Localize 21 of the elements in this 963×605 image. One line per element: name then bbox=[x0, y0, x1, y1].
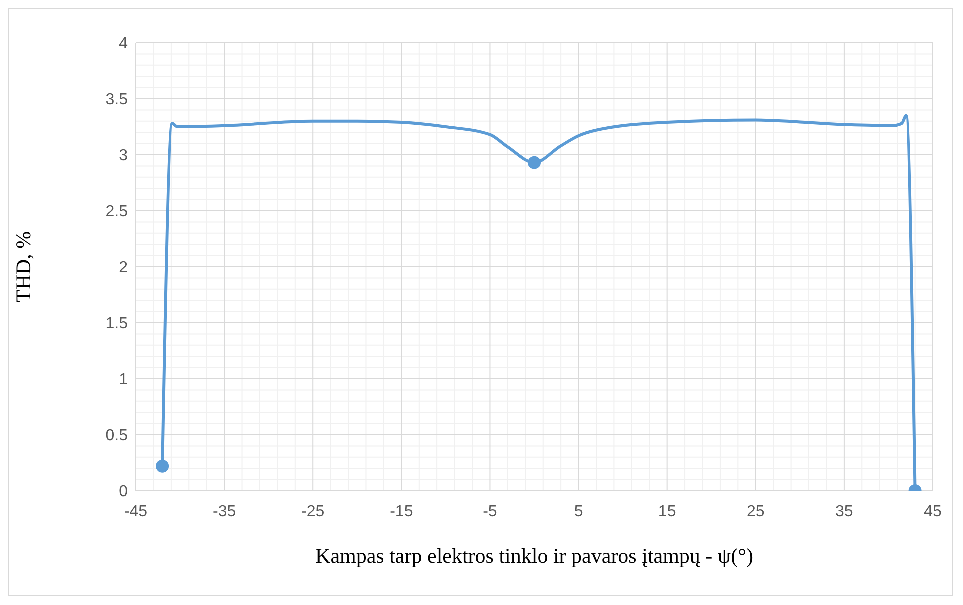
y-axis-title: THD, % bbox=[11, 231, 36, 303]
x-tick-label: 35 bbox=[836, 503, 854, 520]
y-tick-label: 0 bbox=[119, 484, 128, 501]
x-tick-label: -5 bbox=[483, 503, 498, 520]
x-tick-label: -45 bbox=[124, 503, 148, 520]
y-tick-label: 0.5 bbox=[106, 428, 128, 445]
x-tick-label: 5 bbox=[574, 503, 584, 520]
x-axis-title: Kampas tarp elektros tinklo ir pavaros įtampų - ψ(°) bbox=[316, 544, 754, 568]
y-tick-label: 3.5 bbox=[106, 92, 128, 109]
y-tick-label: 1 bbox=[119, 372, 128, 389]
x-tick-label: 25 bbox=[746, 503, 765, 520]
y-tick-label: 1.5 bbox=[106, 316, 128, 333]
x-tick-label: -25 bbox=[302, 503, 325, 520]
x-tick-label: -15 bbox=[390, 503, 414, 520]
y-tick-label: 3 bbox=[119, 148, 128, 165]
y-tick-label: 4 bbox=[119, 36, 128, 53]
x-tick-label: 45 bbox=[924, 503, 942, 520]
y-tick-label: 2.5 bbox=[106, 204, 128, 221]
y-tick-label: 2 bbox=[119, 260, 128, 277]
x-tick-label: 15 bbox=[658, 503, 676, 520]
x-tick-label: -35 bbox=[212, 503, 236, 520]
